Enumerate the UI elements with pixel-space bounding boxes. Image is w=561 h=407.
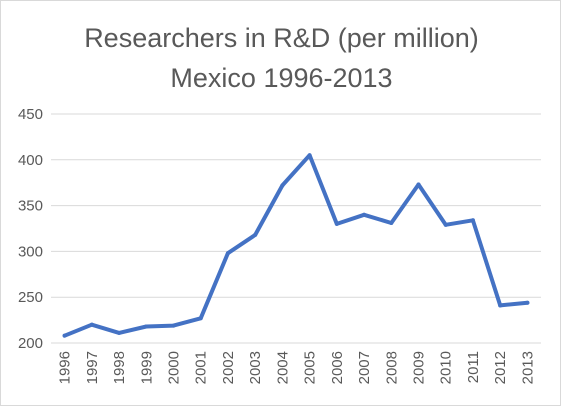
data-point (525, 300, 530, 305)
x-axis-ticks: 1996 1997 1998 1999 2000 2001 2002 2003 2004 2005… (57, 351, 537, 384)
x-tick-label: 2010 (438, 351, 455, 384)
x-tick-label: 1996 (57, 351, 74, 384)
chart-title-line-1: Researchers in R&D (per million) (84, 23, 479, 53)
data-point (362, 212, 367, 217)
data-point (198, 316, 203, 321)
x-tick-label: 2002 (220, 351, 237, 384)
x-tick-label: 1998 (111, 351, 128, 384)
data-point (416, 182, 421, 187)
x-tick-label: 2013 (519, 351, 536, 384)
x-tick-label: 1999 (138, 351, 155, 384)
x-tick-label: 2006 (329, 351, 346, 384)
data-point (280, 183, 285, 188)
y-tick-label: 400 (18, 152, 43, 169)
data-point (389, 221, 394, 226)
x-tick-label: 2011 (465, 351, 482, 383)
x-tick-label: 2004 (274, 351, 291, 384)
x-tick-label: 2012 (492, 351, 509, 384)
y-tick-label: 250 (18, 289, 43, 306)
x-tick-label: 2003 (247, 351, 264, 384)
x-tick-label: 2005 (302, 351, 319, 384)
x-tick-label: 2007 (356, 351, 373, 384)
x-tick-label: 2009 (411, 351, 428, 384)
y-tick-label: 300 (18, 243, 43, 260)
data-point (89, 322, 94, 327)
data-point (307, 153, 312, 158)
data-point (171, 323, 176, 328)
y-tick-label: 450 (18, 106, 43, 123)
data-point (443, 222, 448, 227)
chart-title-line-2: Mexico 1996-2013 (170, 63, 393, 93)
data-point (470, 218, 475, 223)
data-point (334, 221, 339, 226)
x-tick-label: 2008 (383, 351, 400, 384)
x-tick-label: 1997 (84, 351, 101, 384)
data-point (225, 251, 230, 256)
data-point (144, 324, 149, 329)
series-layer (62, 153, 530, 338)
data-point (62, 333, 67, 338)
data-point (253, 232, 258, 237)
series-line (62, 153, 530, 338)
data-point (117, 330, 122, 335)
x-tick-label: 2001 (193, 351, 210, 384)
data-point (498, 303, 503, 308)
y-tick-label: 200 (18, 335, 43, 352)
x-tick-label: 2000 (166, 351, 183, 384)
y-axis-ticks: 200 250 300 350 400 450 (18, 106, 43, 352)
y-tick-label: 350 (18, 198, 43, 215)
gridlines (51, 113, 541, 298)
